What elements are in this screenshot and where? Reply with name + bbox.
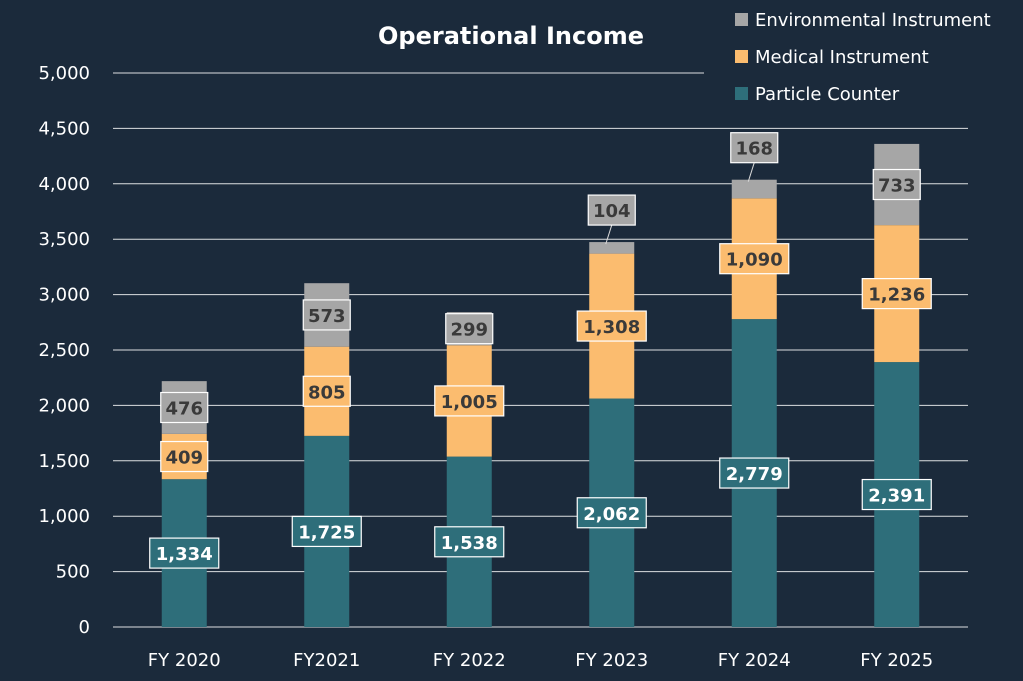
leader-line bbox=[747, 162, 755, 182]
data-label: 1,538 bbox=[441, 533, 498, 554]
y-tick-label: 4,000 bbox=[38, 174, 90, 195]
data-label: 299 bbox=[450, 320, 488, 341]
leader-line bbox=[605, 224, 613, 245]
data-label-box bbox=[160, 391, 209, 424]
bar-segment bbox=[731, 179, 777, 199]
y-tick-label: 3,000 bbox=[38, 285, 90, 306]
y-tick-label: 0 bbox=[79, 617, 90, 638]
x-axis-ticks: FY 2020 FY2021 FY 2022 FY 2023 FY 2024 FY 202… bbox=[148, 650, 933, 671]
data-label: 1,005 bbox=[441, 392, 498, 413]
data-label: 2,779 bbox=[726, 464, 783, 485]
x-tick-label: FY 2020 bbox=[148, 650, 221, 671]
y-tick-label: 4,500 bbox=[38, 118, 90, 139]
legend-swatch bbox=[735, 50, 748, 63]
data-label-box bbox=[576, 497, 647, 529]
data-label-box bbox=[160, 440, 209, 473]
data-label: 1,308 bbox=[583, 317, 640, 338]
data-label-box bbox=[719, 457, 790, 489]
chart-title: Operational Income bbox=[378, 22, 644, 50]
y-axis-ticks: 0 500 1,000 1,500 2,000 2,500 3,000 3,500 4,000 4… bbox=[38, 63, 90, 638]
data-label: 2,062 bbox=[583, 504, 640, 525]
y-tick-label: 1,500 bbox=[38, 451, 90, 472]
x-tick-label: FY 2023 bbox=[575, 650, 648, 671]
data-label-box bbox=[730, 132, 779, 164]
data-label-box bbox=[576, 310, 647, 342]
x-tick-label: FY 2025 bbox=[860, 650, 933, 671]
y-tick-label: 5,000 bbox=[38, 63, 90, 84]
y-tick-label: 2,000 bbox=[38, 395, 90, 416]
y-tick-label: 500 bbox=[56, 562, 90, 583]
data-label-box bbox=[291, 515, 362, 548]
data-label: 733 bbox=[878, 176, 916, 197]
x-tick-label: FY 2024 bbox=[718, 650, 791, 671]
data-label: 1,725 bbox=[298, 522, 355, 543]
y-tick-label: 2,500 bbox=[38, 340, 90, 361]
legend-label: Environmental Instrument bbox=[755, 10, 991, 31]
data-label-box bbox=[719, 243, 790, 275]
data-labels: 1,334 409 476 1,725 805 573 1,538 1,005 299 2,062… bbox=[149, 132, 932, 569]
y-tick-label: 3,500 bbox=[38, 229, 90, 250]
legend-label: Particle Counter bbox=[755, 84, 900, 105]
data-label: 1,334 bbox=[156, 544, 213, 565]
data-label: 1,236 bbox=[868, 285, 925, 306]
data-label-box bbox=[872, 168, 921, 201]
data-label: 573 bbox=[308, 306, 346, 327]
data-label-box bbox=[861, 478, 932, 511]
data-label-box bbox=[149, 537, 220, 569]
data-label: 104 bbox=[593, 201, 631, 222]
data-label-box bbox=[861, 278, 932, 310]
x-tick-label: FY2021 bbox=[293, 650, 360, 671]
gridlines bbox=[113, 72, 968, 628]
data-label: 805 bbox=[308, 382, 346, 403]
legend-swatch bbox=[735, 13, 748, 26]
data-label: 168 bbox=[735, 139, 773, 160]
data-label: 1,090 bbox=[726, 250, 783, 271]
legend: Environmental Instrument Medical Instrume… bbox=[735, 10, 991, 105]
x-tick-label: FY 2022 bbox=[433, 650, 506, 671]
legend-swatch bbox=[735, 87, 748, 100]
data-label: 2,391 bbox=[868, 486, 925, 507]
bars bbox=[161, 143, 920, 627]
legend-label: Medical Instrument bbox=[755, 47, 929, 68]
data-label-box bbox=[434, 526, 505, 558]
data-label: 476 bbox=[165, 399, 203, 420]
data-label-box bbox=[434, 385, 505, 417]
bar-segment bbox=[589, 242, 635, 254]
data-label-box bbox=[587, 194, 636, 226]
data-label-box bbox=[302, 299, 351, 331]
data-label-box bbox=[445, 313, 494, 345]
y-tick-label: 1,000 bbox=[38, 506, 90, 527]
data-label: 409 bbox=[165, 448, 203, 469]
data-label-box bbox=[302, 375, 351, 407]
